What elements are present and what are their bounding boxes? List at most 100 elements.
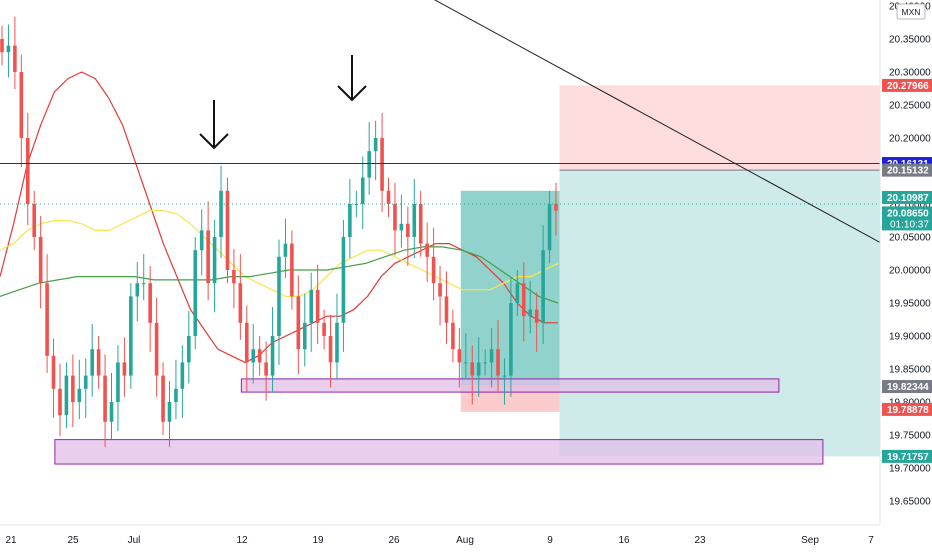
candle-body xyxy=(309,289,314,323)
x-tick-label: Jul xyxy=(128,535,141,546)
candle-body xyxy=(135,283,140,297)
down-arrow-2-head xyxy=(337,85,367,102)
price-label-bg xyxy=(882,78,932,92)
candle-body xyxy=(25,138,30,204)
x-tick-label: 12 xyxy=(236,535,248,546)
candle-body xyxy=(521,283,526,317)
candle-body xyxy=(431,256,436,284)
candle-body xyxy=(302,322,307,350)
candle-body xyxy=(335,322,339,363)
candles-layer xyxy=(0,16,558,447)
candle-body xyxy=(251,349,256,363)
candle-body xyxy=(212,237,217,284)
candle-body xyxy=(270,336,275,376)
x-tick-label: Aug xyxy=(456,535,474,546)
candle-body xyxy=(373,138,378,152)
candle-body xyxy=(534,309,539,323)
y-tick-label: 20.20000 xyxy=(889,134,931,145)
price-label-text: 20.08650 xyxy=(887,208,929,219)
y-tick-label: 19.85000 xyxy=(889,365,931,376)
candle-body xyxy=(13,45,17,72)
take-profit-zone xyxy=(559,170,880,457)
candle-body xyxy=(418,204,423,244)
price-label-bg xyxy=(882,380,932,394)
y-tick-label: 19.65000 xyxy=(889,497,931,508)
candle-body xyxy=(257,349,262,363)
price-label-bg xyxy=(882,190,932,204)
x-tick-label: 7 xyxy=(868,535,874,546)
lines-layer xyxy=(0,0,881,243)
candle-body xyxy=(470,362,475,376)
candle-body xyxy=(515,283,520,303)
candle-body xyxy=(83,375,88,389)
candle-body xyxy=(103,375,107,422)
candle-body xyxy=(283,243,288,257)
candle-body xyxy=(489,349,494,363)
currency-badge-text: MXN xyxy=(902,7,921,17)
y-tick-label: 19.95000 xyxy=(889,299,931,310)
support-zone-upper xyxy=(240,378,780,393)
candle-body xyxy=(148,283,152,323)
candle-body xyxy=(451,322,455,350)
price-label-bg xyxy=(882,163,932,177)
price-label-text: 20.27966 xyxy=(887,81,929,92)
candle-body xyxy=(51,355,56,389)
trendline xyxy=(433,0,881,243)
candle-body xyxy=(509,303,513,376)
price-label-bg xyxy=(882,206,932,231)
price-label-bg xyxy=(882,449,932,463)
candle-body xyxy=(109,402,114,422)
candle-body xyxy=(399,223,404,231)
y-tick-label: 20.30000 xyxy=(889,68,931,79)
candle-body xyxy=(206,230,210,284)
candle-body xyxy=(232,270,236,284)
candle-body xyxy=(277,256,281,336)
x-tick-label: 26 xyxy=(388,535,400,546)
price-label-text: 20.15132 xyxy=(887,166,929,177)
candle-body xyxy=(129,296,133,376)
candle-body xyxy=(290,243,294,297)
candle-body xyxy=(38,237,43,284)
candle-body xyxy=(174,388,178,402)
x-tick-label: 25 xyxy=(67,535,79,546)
candle-body xyxy=(6,45,11,53)
candle-body xyxy=(45,283,49,356)
candle-body xyxy=(180,362,185,389)
candle-body xyxy=(425,243,429,257)
candle-body xyxy=(457,349,462,363)
candle-body xyxy=(328,336,333,363)
zones-layer xyxy=(54,85,880,465)
candle-body xyxy=(348,204,352,237)
candle-body xyxy=(90,349,94,376)
candle-body xyxy=(496,349,500,376)
candle-body xyxy=(483,362,487,364)
candle-body xyxy=(541,250,545,323)
candle-body xyxy=(122,362,127,376)
candle-body xyxy=(71,375,75,402)
x-tick-label: Sep xyxy=(801,535,819,546)
price-label-text: 20.10987 xyxy=(887,193,929,204)
y-tick-label: 20.35000 xyxy=(889,35,931,46)
candle-body xyxy=(199,230,204,251)
price-label-countdown: 01:10:37 xyxy=(890,219,929,230)
candle-body xyxy=(444,296,449,323)
candle-body xyxy=(438,283,442,297)
x-tick-label: 19 xyxy=(312,535,324,546)
candle-body xyxy=(264,362,268,376)
candle-body xyxy=(296,296,301,350)
price-label-text: 19.82344 xyxy=(887,382,929,393)
y-tick-label: 20.10000 xyxy=(889,200,931,211)
arrows-layer xyxy=(199,55,367,150)
candle-body xyxy=(116,362,120,402)
candle-body xyxy=(141,283,146,285)
y-tick-label: 20.00000 xyxy=(889,266,931,277)
price-label-text: 19.71757 xyxy=(887,452,929,463)
candle-body xyxy=(64,375,69,416)
candle-body xyxy=(412,204,417,237)
candle-body xyxy=(193,250,198,336)
candle-body xyxy=(464,362,468,364)
candle-body xyxy=(187,336,191,363)
